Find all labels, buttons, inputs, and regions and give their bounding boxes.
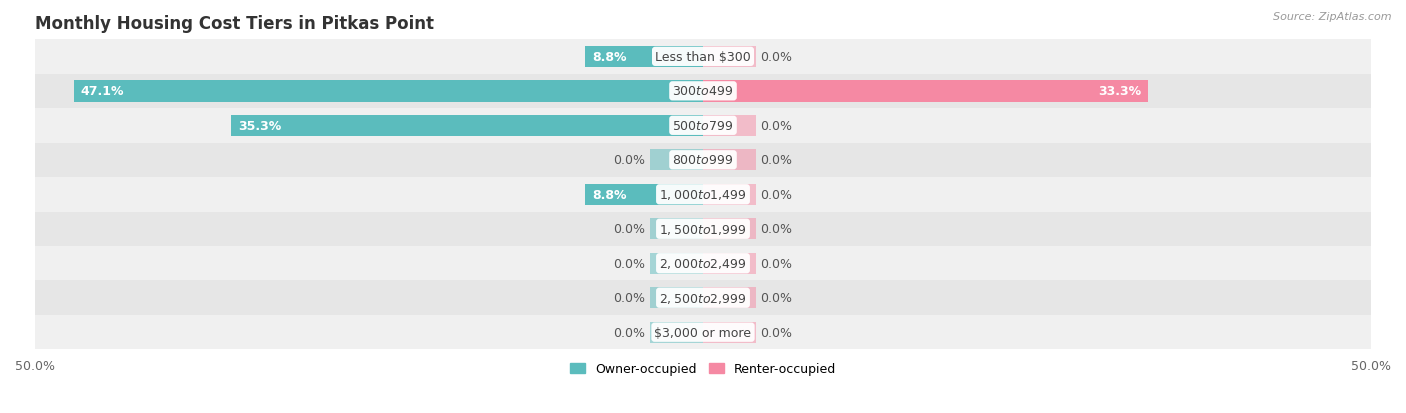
- Bar: [585, 184, 703, 205]
- Text: 35.3%: 35.3%: [238, 119, 281, 133]
- Text: 0.0%: 0.0%: [613, 292, 645, 304]
- Bar: [703, 253, 756, 274]
- Bar: [35, 315, 1371, 349]
- Text: $3,000 or more: $3,000 or more: [655, 326, 751, 339]
- Text: $500 to $799: $500 to $799: [672, 119, 734, 133]
- Bar: [35, 247, 1371, 281]
- Text: Monthly Housing Cost Tiers in Pitkas Point: Monthly Housing Cost Tiers in Pitkas Poi…: [35, 15, 434, 33]
- Text: 0.0%: 0.0%: [761, 119, 793, 133]
- Bar: [703, 47, 756, 68]
- Bar: [703, 150, 756, 171]
- Bar: [650, 218, 703, 240]
- Text: 47.1%: 47.1%: [80, 85, 124, 98]
- Text: 0.0%: 0.0%: [613, 326, 645, 339]
- Bar: [35, 178, 1371, 212]
- Bar: [35, 74, 1371, 109]
- Text: 0.0%: 0.0%: [613, 257, 645, 270]
- Bar: [35, 143, 1371, 178]
- Text: 0.0%: 0.0%: [761, 154, 793, 167]
- Bar: [650, 287, 703, 309]
- Text: Less than $300: Less than $300: [655, 51, 751, 64]
- Text: 0.0%: 0.0%: [761, 223, 793, 236]
- Text: $2,000 to $2,499: $2,000 to $2,499: [659, 256, 747, 271]
- Bar: [35, 40, 1371, 74]
- Text: 0.0%: 0.0%: [761, 326, 793, 339]
- Text: 0.0%: 0.0%: [761, 188, 793, 201]
- Bar: [703, 218, 756, 240]
- Bar: [650, 150, 703, 171]
- Text: 8.8%: 8.8%: [592, 51, 627, 64]
- Bar: [585, 47, 703, 68]
- Bar: [703, 287, 756, 309]
- Text: $800 to $999: $800 to $999: [672, 154, 734, 167]
- Bar: [35, 281, 1371, 315]
- Legend: Owner-occupied, Renter-occupied: Owner-occupied, Renter-occupied: [565, 358, 841, 380]
- Bar: [703, 322, 756, 343]
- Bar: [703, 81, 1147, 102]
- Bar: [232, 115, 703, 137]
- Text: 33.3%: 33.3%: [1098, 85, 1142, 98]
- Text: 8.8%: 8.8%: [592, 188, 627, 201]
- Bar: [35, 212, 1371, 247]
- Bar: [35, 109, 1371, 143]
- Text: $300 to $499: $300 to $499: [672, 85, 734, 98]
- Text: 0.0%: 0.0%: [613, 223, 645, 236]
- Text: 0.0%: 0.0%: [613, 154, 645, 167]
- Bar: [650, 322, 703, 343]
- Bar: [703, 184, 756, 205]
- Bar: [703, 115, 756, 137]
- Text: 0.0%: 0.0%: [761, 51, 793, 64]
- Bar: [73, 81, 703, 102]
- Text: $1,000 to $1,499: $1,000 to $1,499: [659, 188, 747, 202]
- Text: $1,500 to $1,999: $1,500 to $1,999: [659, 222, 747, 236]
- Bar: [650, 253, 703, 274]
- Text: 0.0%: 0.0%: [761, 292, 793, 304]
- Text: 0.0%: 0.0%: [761, 257, 793, 270]
- Text: Source: ZipAtlas.com: Source: ZipAtlas.com: [1274, 12, 1392, 22]
- Text: $2,500 to $2,999: $2,500 to $2,999: [659, 291, 747, 305]
